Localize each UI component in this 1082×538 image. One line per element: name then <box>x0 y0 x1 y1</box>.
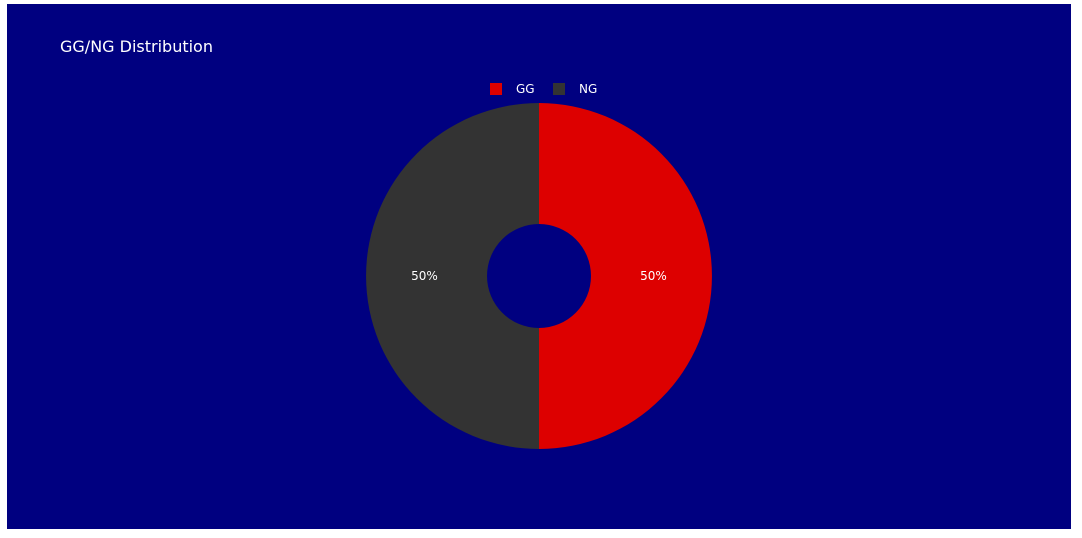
legend-item-gg[interactable]: GG <box>490 82 535 96</box>
chart-panel: GG/NG Distribution GG NG 50% 50% <box>7 4 1071 529</box>
slice-label-ng: 50% <box>411 269 438 283</box>
legend-label-gg: GG <box>516 82 535 96</box>
legend-label-ng: NG <box>579 82 597 96</box>
slice-label-gg: 50% <box>640 269 667 283</box>
legend-swatch-gg <box>490 83 502 95</box>
pie-slices <box>366 103 712 449</box>
pie-slice-gg[interactable] <box>539 103 712 449</box>
slice-labels: 50% 50% <box>411 269 667 283</box>
legend: GG NG <box>490 82 597 96</box>
legend-swatch-ng <box>553 83 565 95</box>
pie-chart: GG NG 50% 50% <box>366 82 712 449</box>
legend-item-ng[interactable]: NG <box>553 82 597 96</box>
chart-title: GG/NG Distribution <box>60 37 213 56</box>
pie-slice-ng[interactable] <box>366 103 539 449</box>
